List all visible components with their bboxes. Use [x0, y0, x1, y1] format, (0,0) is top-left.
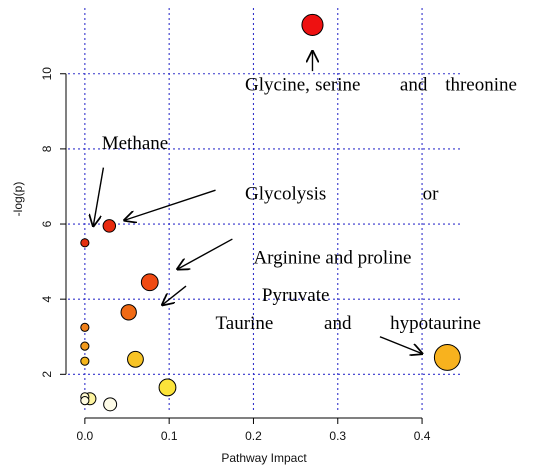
annotation-arrow — [178, 238, 233, 269]
data-point — [127, 350, 144, 368]
data-point — [80, 341, 90, 351]
x-tick-label: 0.2 — [245, 429, 262, 443]
data-point — [140, 273, 159, 292]
x-tick-label: 0.0 — [77, 429, 94, 443]
data-point — [80, 238, 90, 248]
pathway-annotation: Taurine — [216, 313, 274, 334]
annotation-arrow — [162, 285, 187, 305]
grid — [68, 8, 460, 410]
annotation-arrows — [93, 51, 422, 353]
y-tick-label: 2 — [40, 371, 54, 378]
data-point — [103, 397, 118, 412]
data-point — [80, 396, 90, 406]
y-tick-label: 6 — [40, 220, 54, 227]
annotation-arrow — [124, 189, 216, 220]
axes: 0.0 0.1 0.2 0.3 0.4 2 4 6 8 10 — [40, 67, 431, 443]
pathway-annotation: or — [423, 184, 440, 205]
pathway-annotation: serine — [315, 75, 360, 96]
pathway-annotation: hypotaurine — [390, 313, 481, 334]
pathway-annotation: and — [324, 313, 352, 334]
x-tick-label: 0.1 — [161, 429, 178, 443]
y-tick-label: 8 — [40, 145, 54, 152]
x-tick-label: 0.4 — [414, 429, 431, 443]
data-points — [80, 13, 461, 412]
pathway-annotation: Methane — [102, 133, 168, 154]
x-axis-label: Pathway Impact — [221, 451, 307, 465]
data-point — [80, 322, 90, 332]
x-tick-label: 0.3 — [329, 429, 346, 443]
data-point — [301, 13, 324, 36]
data-point — [120, 304, 137, 321]
pathway-annotation: Arginine and proline — [253, 247, 411, 268]
data-point — [80, 356, 90, 366]
pathway-annotation: threonine — [445, 75, 517, 96]
pathway-annotation: Glycolysis — [245, 184, 326, 205]
annotations: Glycine, serine and threonine Methane Glycoly… — [102, 75, 517, 335]
pathway-annotation: Pyruvate — [262, 285, 330, 306]
pathway-annotation: and — [400, 75, 428, 96]
y-tick-label: 10 — [40, 67, 54, 81]
pathway-annotation: Glycine, — [245, 75, 310, 96]
y-axis-label: -log(p) — [11, 182, 25, 217]
data-point — [433, 343, 461, 371]
annotation-arrow — [93, 167, 105, 226]
y-tick-label: 4 — [40, 296, 54, 303]
data-point — [158, 378, 177, 397]
data-point — [102, 219, 117, 233]
annotation-arrow — [379, 336, 422, 354]
